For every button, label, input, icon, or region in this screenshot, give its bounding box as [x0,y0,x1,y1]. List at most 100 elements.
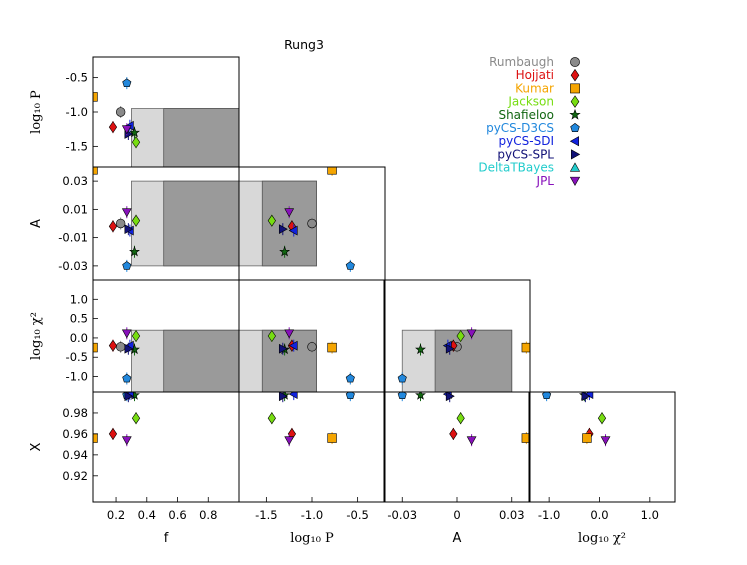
point-Kumar-log10P-log10chi2 [327,342,337,353]
legend-label-Shafieloo: Shafieloo [498,108,554,122]
x-tick-label-log10P: -1.5 [255,508,277,522]
point-Shafieloo-A-log10chi2 [415,343,426,355]
legend-marker-Rumbaugh [570,57,580,67]
y-tick-label-A: 0.03 [62,174,88,188]
point-Jackson-A-X [456,412,465,425]
point-JPL-A-X [466,436,477,446]
point-JPL-log10P-A [284,208,295,218]
legend-marker-Shafieloo [569,108,581,120]
panel-log10P-vs-A [238,166,386,281]
point-pyCS-D3CS-log10P-A [345,261,355,270]
x-tick-label-A: -0.03 [387,508,417,522]
target-box-inner [163,180,239,267]
point-pyCS-SPL-log10P-log10chi2 [278,343,288,354]
point-Jackson-f-X [131,412,141,425]
point-Shafieloo-f-log10P [129,126,140,138]
y-tick-label-X: 0.94 [62,448,88,462]
legend-marker-Jackson [570,95,580,108]
panel-A-vs-X [383,391,531,503]
point-Kumar-f-log10chi2 [93,342,98,353]
point-pyCS-SPL-f-A [124,224,134,235]
panel-f-vs-log10chi2 [92,279,240,393]
x-tick-label-log10P: -0.5 [346,508,368,522]
x-tick-label-log10chi2: 1.0 [641,508,659,522]
y-tick-label-log10chi2: -1.0 [66,370,88,384]
point-pyCS-SPL-log10chi2-X [581,392,591,402]
point-Rumbaugh-f-log10chi2 [115,342,126,352]
point-Rumbaugh-f-log10P [115,107,126,117]
point-Hojjati-f-X [108,427,118,440]
point-JPL-f-log10P [121,125,132,135]
legend: RumbaughHojjatiKumarJacksonShafieloopyCS… [478,55,581,188]
panel-f-vs-log10P [92,56,240,168]
panel-log10P-vs-log10chi2 [238,279,386,393]
point-Jackson-log10chi2-X [597,412,607,425]
point-pyCS-SPL-f-X [124,392,134,402]
y-tick-label-X: 0.98 [62,406,88,420]
point-JPL-f-A [121,208,132,218]
point-Hojjati-A-X [449,427,458,440]
y-axis-label-A: A [29,219,44,228]
y-tick-label-A: -0.03 [58,259,88,273]
panel-frame [92,391,240,503]
x-tick-label-A: 0.03 [499,508,525,522]
y-tick-label-log10P: -1.0 [66,105,88,119]
legend-label-Rumbaugh: Rumbaugh [489,55,554,69]
x-tick-label-A: 0 [453,508,460,522]
legend-marker-pyCS-SPL [571,149,581,160]
x-axis-label-f: f [164,531,169,546]
point-pyCS-SPL-f-log10chi2 [124,343,134,354]
x-tick-label-log10chi2: -1.0 [538,508,560,522]
point-Jackson-log10P-X [267,412,276,425]
point-pyCS-D3CS-f-log10chi2 [122,373,132,383]
point-JPL-log10P-X [284,436,295,446]
point-pyCS-SDI-log10P-X [288,392,298,400]
y-tick-label-A: -0.01 [58,231,88,245]
point-Hojjati-f-log10P [108,121,118,134]
x-tick-label-log10P: -1.0 [301,508,323,522]
point-Jackson-f-log10chi2 [131,329,141,343]
point-Shafieloo-A-X [415,392,426,400]
panel-f-vs-A [92,166,240,281]
point-pyCS-SPL-log10P-X [278,392,288,402]
y-axis-label-log10P: log₁₀ P [29,90,44,134]
legend-marker-Kumar [570,83,580,94]
point-Rumbaugh-log10P-log10chi2 [307,342,317,352]
y-axis-label-log10chi2: log₁₀ χ² [29,312,44,360]
x-tick-label-f: 0.2 [107,508,125,522]
point-Hojjati-f-A [108,220,118,233]
x-tick-label-f: 0.6 [168,508,186,522]
y-tick-label-log10P: -0.5 [66,71,88,85]
point-Kumar-log10P-X [327,433,337,443]
y-tick-label-log10chi2: -0.5 [66,350,88,364]
panel-frame [383,391,531,503]
y-tick-label-log10chi2: 0.0 [70,331,88,345]
point-Shafieloo-f-A [129,246,140,257]
point-pyCS-D3CS-log10P-log10chi2 [345,373,355,383]
point-Shafieloo-log10P-A [279,246,291,257]
point-JPL-A-log10chi2 [466,329,477,339]
legend-marker-Hojjati [570,68,580,82]
legend-label-pyCS-SDI: pyCS-SDI [499,134,554,148]
point-Jackson-f-A [131,214,141,227]
y-tick-label-log10chi2: 1.0 [70,292,88,306]
point-pyCS-D3CS-f-A [122,261,132,270]
point-pyCS-D3CS-A-log10chi2 [397,373,407,383]
y-tick-label-A: 0.01 [62,202,88,216]
y-tick-label-log10P: -1.5 [66,139,88,153]
x-tick-label-f: 0.8 [199,508,217,522]
x-tick-label-f: 0.4 [138,508,156,522]
point-Kumar-f-X [93,433,98,443]
point-Kumar-A-log10chi2 [521,342,530,353]
y-tick-label-X: 0.96 [62,427,88,441]
panel-A-vs-log10chi2 [383,279,531,393]
point-pyCS-D3CS-log10chi2-X [542,392,552,399]
point-Kumar-log10P-A [327,167,337,175]
panel-log10P-vs-X [238,391,386,503]
legend-label-Hojjati: Hojjati [516,68,554,82]
point-pyCS-SPL-log10P-A [278,224,288,235]
point-JPL-log10P-log10chi2 [284,329,295,339]
panel-f-vs-X [92,391,240,503]
